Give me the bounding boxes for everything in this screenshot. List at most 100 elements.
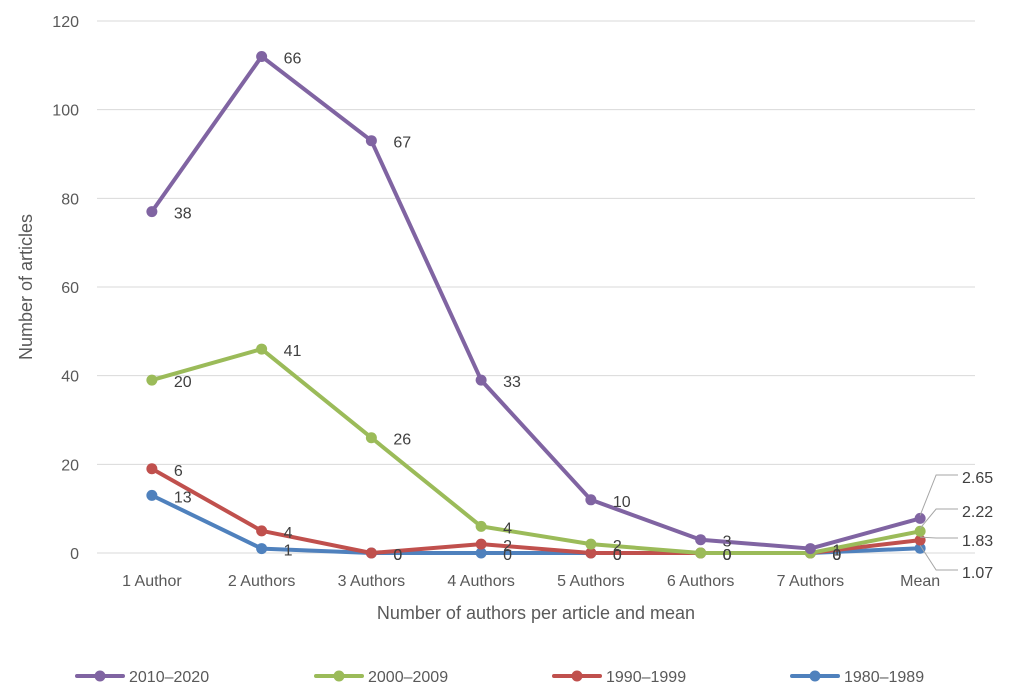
data-label: 4 <box>503 520 512 537</box>
x-tick-label: 6 Authors <box>667 573 735 590</box>
data-label: 0 <box>393 547 402 564</box>
series <box>146 50 926 559</box>
data-label: 0 <box>723 547 732 564</box>
data-point <box>475 520 487 532</box>
data-point <box>365 135 377 147</box>
data-label: 2 <box>613 538 622 555</box>
grid <box>97 20 975 554</box>
data-point <box>914 512 926 524</box>
data-label: 33 <box>503 374 521 391</box>
x-tick-label: 7 Authors <box>777 573 845 590</box>
y-tick-label: 80 <box>61 191 79 208</box>
data-label: 2.22 <box>962 504 993 521</box>
data-point <box>695 547 707 559</box>
data-point <box>475 374 487 386</box>
data-point <box>256 525 268 537</box>
data-point <box>365 547 377 559</box>
data-label: 26 <box>393 432 411 449</box>
data-point <box>146 489 158 501</box>
leader-line <box>920 536 958 539</box>
data-point <box>365 432 377 444</box>
data-point <box>585 547 597 559</box>
x-tick-label: 4 Authors <box>447 573 515 590</box>
x-tick-label: Mean <box>900 573 940 590</box>
data-label: 3 <box>723 534 732 551</box>
data-point <box>146 463 158 475</box>
series-2010-2020 <box>146 50 926 555</box>
data-point <box>914 542 926 554</box>
data-point <box>585 538 597 550</box>
y-tick-label: 100 <box>52 103 79 120</box>
series-line <box>149 347 923 555</box>
data-label: 20 <box>174 374 192 391</box>
legend-label: 1980–1989 <box>844 669 924 686</box>
x-tick-label: 5 Authors <box>557 573 625 590</box>
data-label: 38 <box>174 206 192 223</box>
data-label: 66 <box>284 50 302 67</box>
data-label: 1 <box>284 543 293 560</box>
x-tick-label: 3 Authors <box>338 573 406 590</box>
data-label: 6 <box>174 463 183 480</box>
data-point <box>914 525 926 537</box>
x-tick-label: 1 Author <box>122 573 182 590</box>
series-line <box>149 493 923 555</box>
legend: 2010–2020 2000–2009 1990–1999 1980–1989 <box>75 669 924 686</box>
x-axis-title: Number of authors per article and mean <box>377 603 695 623</box>
legend-label: 2010–2020 <box>129 669 209 686</box>
data-label: 0 <box>723 547 732 564</box>
data-label: 1 <box>832 543 841 560</box>
data-point <box>146 206 158 218</box>
data-label: 67 <box>393 135 411 152</box>
legend-label: 1990–1999 <box>606 669 686 686</box>
leader-line <box>919 508 958 529</box>
legend-swatch-marker <box>571 670 583 682</box>
data-point <box>804 543 816 555</box>
data-label: 1.07 <box>962 565 993 582</box>
data-label: 0 <box>503 547 512 564</box>
leader-line <box>919 474 958 516</box>
leader-line <box>919 544 958 571</box>
series-line <box>149 466 923 555</box>
data-point <box>585 494 597 506</box>
legend-item: 2000–2009 <box>314 669 448 686</box>
data-label: 13 <box>174 489 192 506</box>
data-label: 10 <box>613 494 631 511</box>
y-tick-label: 40 <box>61 369 79 386</box>
data-point <box>146 374 158 386</box>
data-label: 0 <box>832 547 841 564</box>
legend-item: 2010–2020 <box>75 669 209 686</box>
data-label: 0 <box>832 547 841 564</box>
data-label: 0 <box>723 547 732 564</box>
data-label: 2 <box>503 538 512 555</box>
data-label: 0 <box>393 547 402 564</box>
y-axis: 0 20 40 60 80 100 120 <box>52 14 79 563</box>
data-point <box>256 50 268 62</box>
y-tick-label: 60 <box>61 280 79 297</box>
data-point <box>475 538 487 550</box>
legend-swatch-marker <box>809 670 821 682</box>
y-axis-title: Number of articles <box>16 214 36 360</box>
data-label: 41 <box>284 343 302 360</box>
y-tick-label: 20 <box>61 457 79 474</box>
legend-item: 1980–1989 <box>790 669 924 686</box>
data-label: 0 <box>613 547 622 564</box>
legend-item: 1990–1999 <box>552 669 686 686</box>
legend-swatch-marker <box>333 670 345 682</box>
data-label: 4 <box>284 525 293 542</box>
data-point <box>475 547 487 559</box>
x-tick-label: 2 Authors <box>228 573 296 590</box>
y-tick-label: 120 <box>52 14 79 31</box>
data-label: 2.65 <box>962 470 993 487</box>
data-label: 1.83 <box>962 533 993 550</box>
data-point <box>695 534 707 546</box>
data-point <box>256 543 268 555</box>
series-line <box>149 54 923 551</box>
y-tick-label: 0 <box>70 546 79 563</box>
data-label: 0 <box>613 547 622 564</box>
data-point <box>256 343 268 355</box>
legend-swatch-marker <box>94 670 106 682</box>
x-axis: 1 Author 2 Authors 3 Authors 4 Authors 5 Aut… <box>122 573 940 590</box>
legend-label: 2000–2009 <box>368 669 448 686</box>
